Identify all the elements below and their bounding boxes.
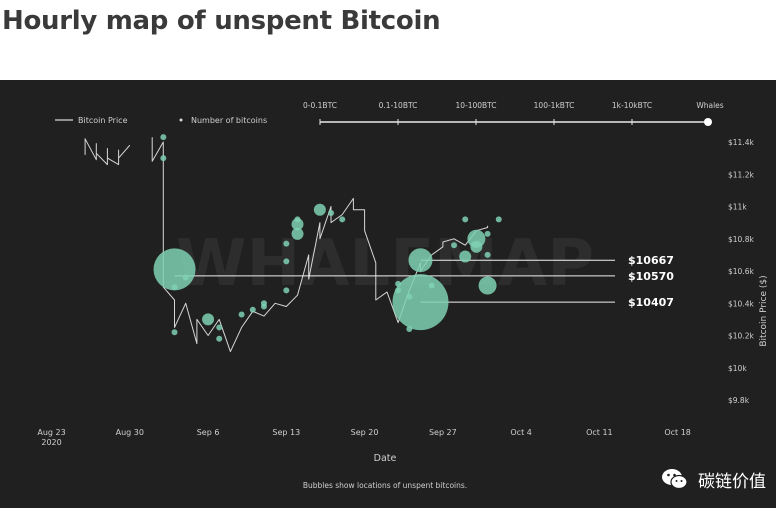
data-bubble — [467, 229, 486, 248]
data-bubble — [182, 274, 189, 281]
data-bubble — [328, 209, 335, 216]
x-tick-label: Oct 18 — [664, 428, 691, 437]
legend-label-price: Bitcoin Price — [78, 116, 128, 125]
data-bubble — [313, 203, 326, 216]
size-legend-label: 0-0.1BTC — [303, 101, 337, 110]
x-tick-label: Sep 27 — [429, 428, 457, 437]
wechat-badge: 碳链价值 — [660, 464, 766, 494]
data-bubble — [283, 240, 290, 247]
size-legend-label: 1k-10kBTC — [612, 101, 652, 110]
data-bubble — [484, 251, 491, 258]
size-legend-label: 100-1kBTC — [534, 101, 575, 110]
size-legend-label: 0.1-10BTC — [379, 101, 418, 110]
data-bubble — [339, 216, 346, 223]
data-bubble — [238, 311, 245, 318]
page-title: Hourly map of unspent Bitcoin — [2, 6, 441, 36]
data-bubble — [160, 155, 167, 162]
size-legend-label: 10-100BTC — [455, 101, 496, 110]
price-line-segment — [84, 138, 131, 166]
x-tick-label: Oct 4 — [510, 428, 531, 437]
data-bubble — [462, 216, 469, 223]
data-bubble — [392, 274, 449, 331]
y-tick-label: $11k — [728, 203, 747, 212]
data-bubble — [294, 216, 301, 223]
data-bubble — [291, 227, 304, 240]
y-tick-label: $10.8k — [728, 235, 754, 244]
annotation-label: $10570 — [628, 270, 674, 283]
watermark-text: WHALEMAP — [176, 227, 594, 301]
data-bubble — [478, 276, 497, 295]
data-bubble — [171, 284, 178, 291]
x-tick-label: 2020 — [41, 438, 61, 447]
x-tick-label: Sep 6 — [197, 428, 220, 437]
y-tick-label: $11.4k — [728, 138, 754, 147]
data-bubble — [283, 258, 290, 265]
legend-label-bitcoins: Number of bitcoins — [191, 116, 267, 125]
x-tick-label: Sep 20 — [351, 428, 379, 437]
y-tick-label: $10.6k — [728, 267, 754, 276]
x-tick-label: Aug 30 — [116, 428, 144, 437]
y-tick-label: $10.4k — [728, 299, 754, 308]
footnote-text: Bubbles show locations of unspent bitcoi… — [303, 481, 467, 490]
data-bubble — [291, 218, 304, 231]
x-axis-label: Date — [374, 453, 397, 464]
annotation-label: $10667 — [628, 254, 674, 267]
data-bubble — [216, 335, 223, 342]
data-bubble — [451, 242, 458, 249]
chart-svg: WHALEMAP Bitcoin Price Number of bitcoins 0… — [37, 101, 769, 490]
size-legend-label: Whales — [696, 101, 723, 110]
y-tick-label: $10.2k — [728, 332, 754, 341]
x-tick-label: Aug 23 — [37, 428, 65, 437]
data-bubble — [171, 329, 178, 336]
data-bubble — [153, 248, 196, 291]
x-tick-label: Sep 13 — [272, 428, 300, 437]
data-bubble — [160, 134, 167, 141]
size-legend-handle — [704, 118, 712, 126]
data-bubble — [249, 306, 256, 313]
data-bubble — [408, 248, 433, 273]
chart-panel: WHALEMAP Bitcoin Price Number of bitcoins 0… — [0, 80, 776, 508]
data-bubble — [459, 250, 472, 263]
data-bubble — [202, 313, 215, 326]
data-bubble — [495, 216, 502, 223]
data-bubble — [260, 300, 267, 307]
y-tick-label: $11.2k — [728, 170, 754, 179]
data-bubble — [216, 324, 223, 331]
wechat-icon — [662, 469, 688, 490]
x-tick-label: Oct 11 — [586, 428, 613, 437]
data-bubble — [428, 282, 435, 289]
data-bubble — [283, 287, 290, 294]
annotation-label: $10407 — [628, 296, 674, 309]
y-tick-label: $9.8k — [728, 396, 750, 405]
y-tick-label: $10k — [728, 364, 747, 373]
wechat-label: 碳链价值 — [698, 471, 766, 492]
data-bubble — [484, 230, 491, 237]
legend-dot-marker — [179, 118, 183, 122]
y-axis-label: Bitcoin Price ($) — [759, 275, 769, 346]
